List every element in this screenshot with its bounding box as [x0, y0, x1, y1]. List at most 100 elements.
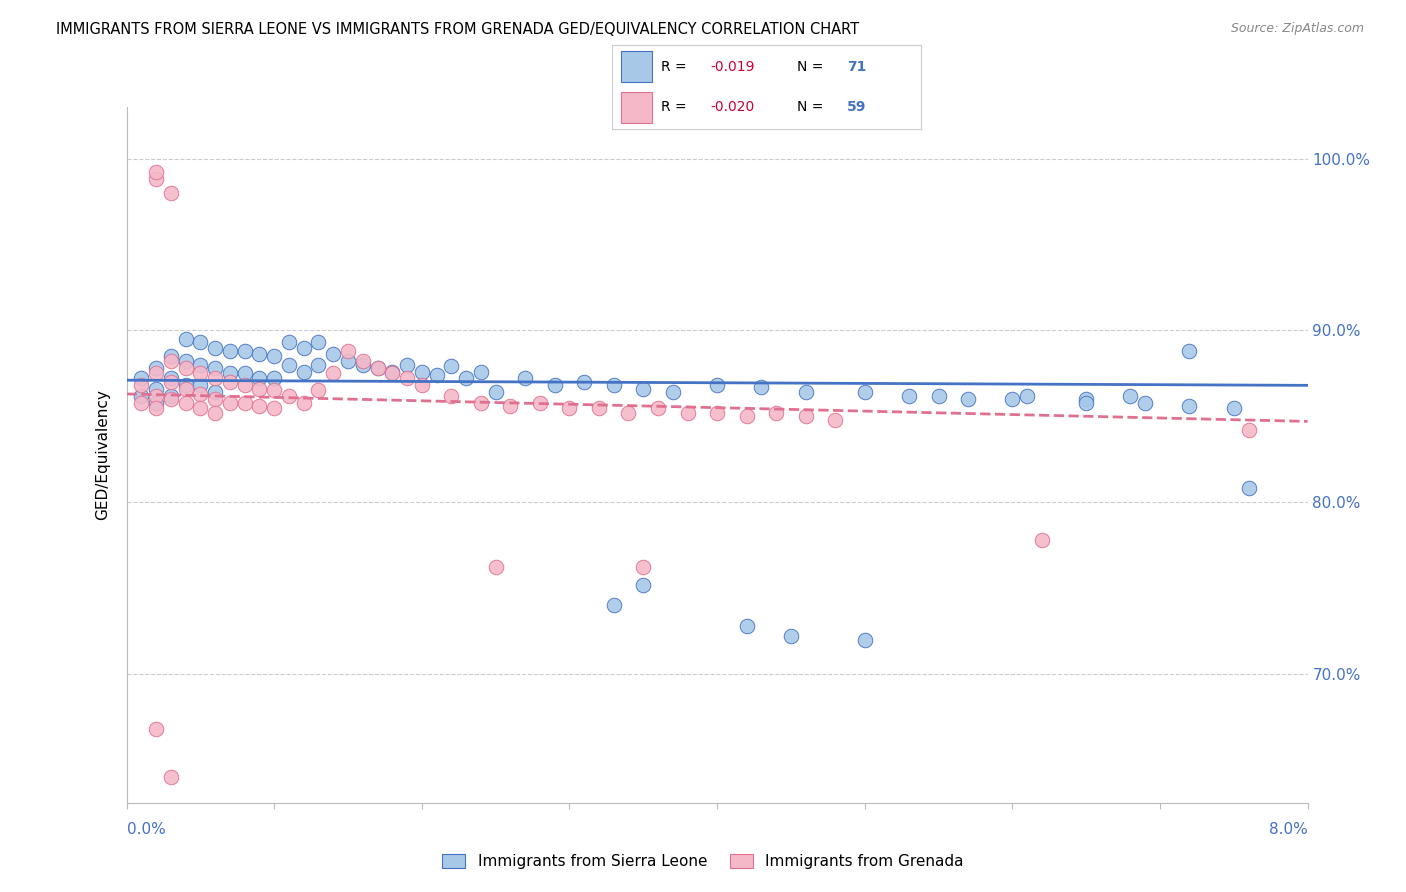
Point — [160, 186, 183, 200]
Point — [160, 392, 183, 406]
Point — [263, 384, 285, 398]
Point — [470, 365, 492, 379]
Point — [174, 395, 197, 409]
Point — [366, 361, 388, 376]
Point — [588, 401, 610, 415]
Point — [484, 560, 508, 574]
Point — [160, 770, 183, 784]
Point — [292, 365, 315, 379]
Text: IMMIGRANTS FROM SIERRA LEONE VS IMMIGRANTS FROM GRENADA GED/EQUIVALENCY CORRELAT: IMMIGRANTS FROM SIERRA LEONE VS IMMIGRAN… — [56, 22, 859, 37]
FancyBboxPatch shape — [621, 92, 652, 122]
Point — [1237, 423, 1260, 437]
Point — [337, 354, 360, 368]
Text: R =: R = — [661, 100, 692, 114]
Text: 8.0%: 8.0% — [1268, 822, 1308, 837]
Point — [129, 395, 153, 409]
Point — [145, 172, 167, 186]
Point — [411, 378, 433, 392]
Point — [204, 392, 226, 406]
Point — [145, 722, 167, 736]
Point — [794, 385, 817, 400]
Point — [278, 358, 301, 372]
Point — [396, 371, 419, 385]
Point — [233, 343, 256, 358]
Point — [204, 341, 226, 355]
Point — [633, 560, 655, 574]
Point — [381, 367, 404, 381]
Point — [219, 375, 242, 389]
Text: N =: N = — [797, 60, 828, 74]
Point — [617, 406, 640, 420]
Point — [188, 378, 211, 392]
Y-axis label: GED/Equivalency: GED/Equivalency — [96, 390, 111, 520]
Text: 0.0%: 0.0% — [127, 822, 166, 837]
Point — [263, 371, 285, 385]
Point — [897, 389, 920, 403]
Point — [247, 371, 270, 385]
Text: -0.019: -0.019 — [710, 60, 755, 74]
Point — [633, 577, 655, 591]
Text: 71: 71 — [846, 60, 866, 74]
Point — [853, 632, 876, 647]
Point — [1001, 392, 1024, 406]
Point — [735, 619, 758, 633]
Point — [204, 385, 226, 400]
Point — [603, 599, 626, 613]
Point — [247, 382, 270, 396]
Point — [145, 165, 167, 179]
Point — [145, 401, 167, 415]
Point — [661, 385, 683, 400]
Point — [160, 375, 183, 389]
Point — [366, 361, 388, 376]
FancyBboxPatch shape — [621, 52, 652, 82]
Point — [411, 365, 433, 379]
Point — [307, 358, 329, 372]
Point — [543, 378, 565, 392]
Point — [928, 389, 950, 403]
Point — [470, 395, 492, 409]
Point — [292, 395, 315, 409]
Point — [160, 389, 183, 403]
Point — [160, 371, 183, 385]
Point — [174, 361, 197, 376]
Point — [278, 335, 301, 350]
Point — [515, 371, 537, 385]
Point — [1222, 401, 1246, 415]
Point — [794, 409, 817, 424]
Point — [129, 371, 153, 385]
Point — [499, 399, 522, 413]
Point — [425, 368, 447, 382]
Point — [204, 371, 226, 385]
Point — [188, 401, 211, 415]
Point — [647, 401, 669, 415]
Point — [263, 349, 285, 363]
Point — [440, 389, 463, 403]
Point — [1076, 395, 1098, 409]
Point — [188, 358, 211, 372]
Point — [352, 354, 374, 368]
Point — [853, 385, 876, 400]
Point — [188, 387, 211, 401]
Point — [188, 335, 211, 350]
Point — [160, 354, 183, 368]
Point — [322, 347, 344, 361]
Point — [779, 629, 801, 643]
Point — [1076, 392, 1098, 406]
Point — [233, 367, 256, 381]
Text: Source: ZipAtlas.com: Source: ZipAtlas.com — [1230, 22, 1364, 36]
Point — [454, 371, 477, 385]
Point — [204, 361, 226, 376]
Point — [278, 389, 301, 403]
Point — [603, 378, 626, 392]
Point — [188, 367, 211, 381]
Point — [145, 382, 167, 396]
Point — [1017, 389, 1039, 403]
Point — [174, 382, 197, 396]
Point — [765, 406, 787, 420]
Text: N =: N = — [797, 100, 828, 114]
Point — [574, 375, 596, 389]
Point — [1178, 399, 1201, 413]
Point — [529, 395, 551, 409]
Text: R =: R = — [661, 60, 692, 74]
Point — [129, 378, 153, 392]
